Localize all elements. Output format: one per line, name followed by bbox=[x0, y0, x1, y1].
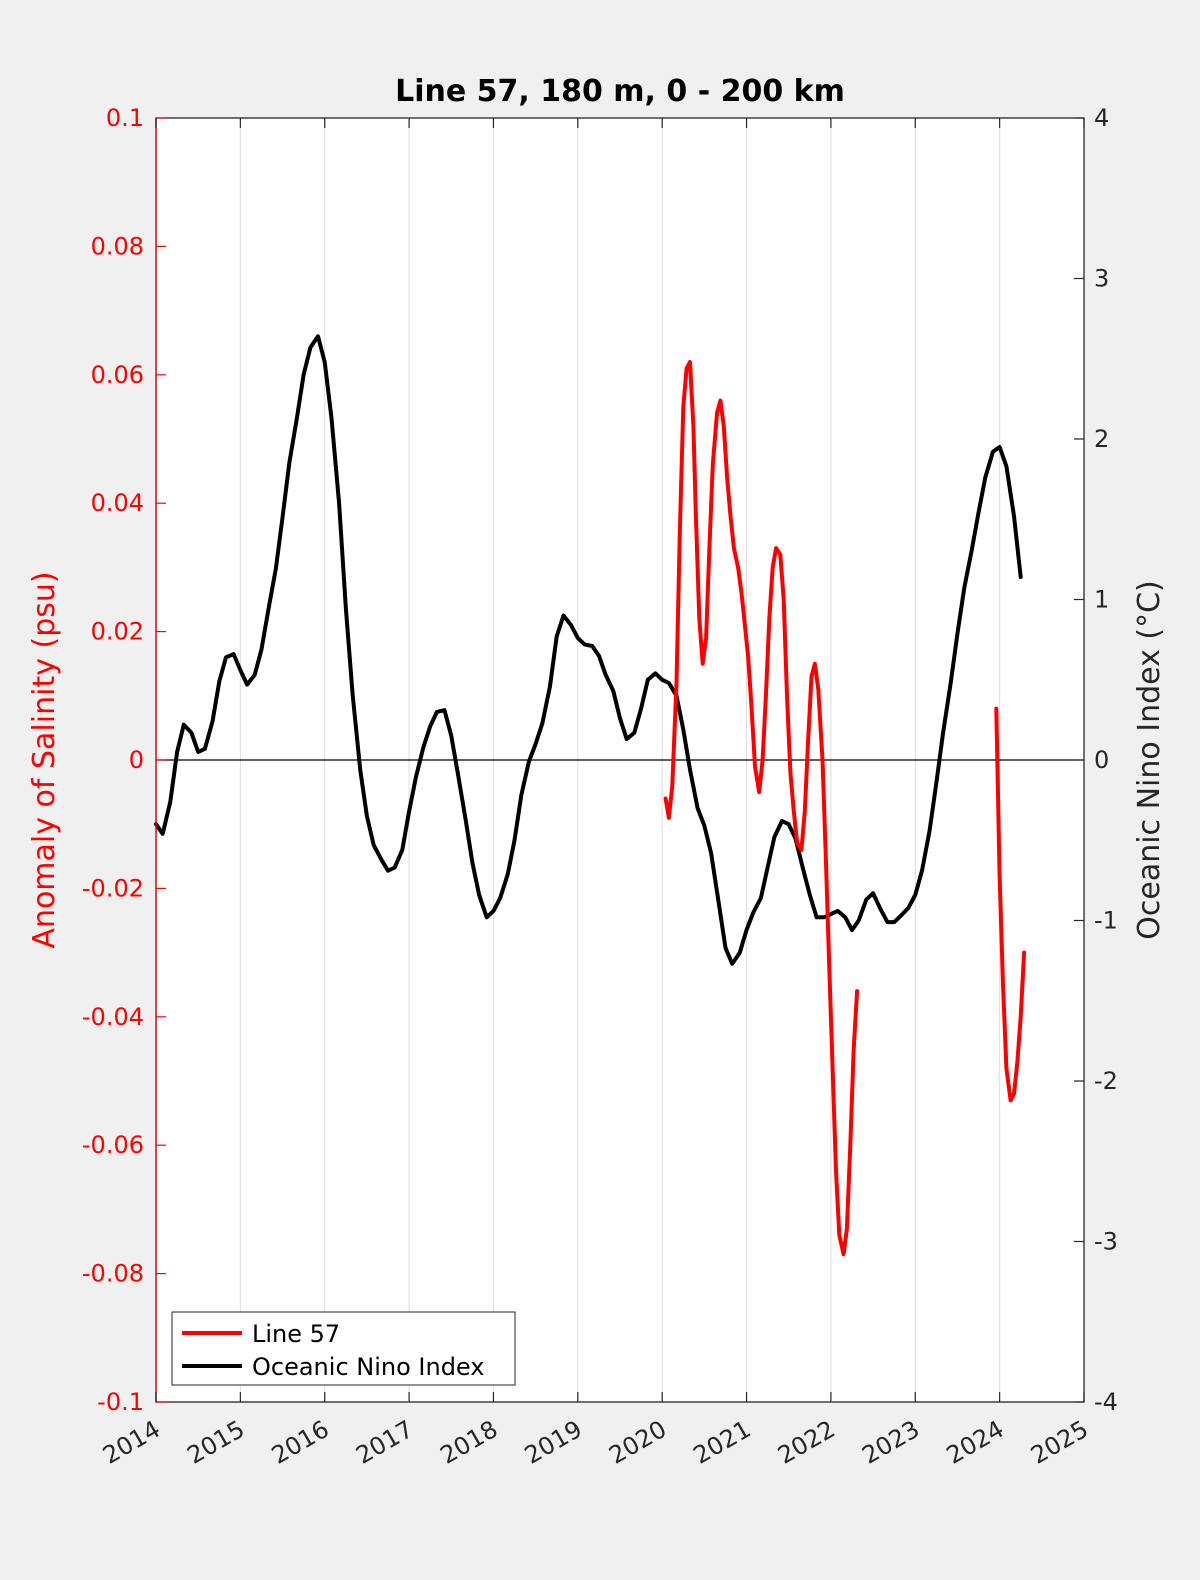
legend-box bbox=[171, 1311, 516, 1386]
series-line-57-segment bbox=[994, 706, 1027, 1103]
left-tick-label: 0.02 bbox=[91, 618, 144, 646]
left-tick-label: -0.04 bbox=[82, 1003, 144, 1031]
series-oceanic-nino-index bbox=[154, 334, 1023, 966]
left-tick-label: -0.1 bbox=[97, 1388, 144, 1416]
right-tick-label: -2 bbox=[1094, 1067, 1118, 1095]
x-tick-label: 2014 bbox=[98, 1415, 165, 1470]
left-tick-label: 0.04 bbox=[91, 489, 144, 517]
left-axis: -0.1 -0.08 -0.06 -0.04 -0.02 0 0.02 0.04 0.06 0.0… bbox=[82, 104, 166, 1416]
right-tick-label: -4 bbox=[1094, 1388, 1118, 1416]
left-tick-label: 0.08 bbox=[91, 232, 144, 260]
right-tick-label: 1 bbox=[1094, 586, 1109, 614]
series-layer bbox=[154, 334, 1027, 1257]
left-tick-label: -0.06 bbox=[82, 1131, 144, 1159]
series-line-57-segment bbox=[663, 360, 860, 1257]
left-tick-label: -0.02 bbox=[82, 874, 144, 902]
x-tick-label: 2019 bbox=[520, 1415, 587, 1470]
right-tick-label: 4 bbox=[1094, 104, 1109, 132]
left-tick-label: 0 bbox=[129, 746, 144, 774]
legend-label-oni: Oceanic Nino Index bbox=[252, 1353, 484, 1381]
right-tick-label: 0 bbox=[1094, 746, 1109, 774]
left-tick-label: 0.1 bbox=[106, 104, 144, 132]
x-tick-label: 2020 bbox=[604, 1415, 671, 1470]
y-axis-label-left: Anomaly of Salinity (psu) bbox=[27, 571, 62, 948]
right-tick-label: 2 bbox=[1094, 425, 1109, 453]
x-tick-label: 2018 bbox=[436, 1415, 503, 1470]
right-tick-label: 3 bbox=[1094, 265, 1109, 293]
x-tick-label: 2024 bbox=[942, 1415, 1009, 1470]
x-tick-label: 2022 bbox=[773, 1415, 840, 1470]
right-tick-label: -3 bbox=[1094, 1228, 1118, 1256]
legend: Line 57 Oceanic Nino Index bbox=[171, 1311, 516, 1386]
x-tick-label: 2015 bbox=[182, 1415, 249, 1470]
right-axis: -4 -3 -2 -1 0 1 2 3 4 bbox=[1074, 104, 1118, 1416]
x-tick-label: 2017 bbox=[351, 1415, 418, 1470]
y-axis-label-right: Oceanic Nino Index (°C) bbox=[1132, 580, 1167, 940]
left-tick-label: -0.08 bbox=[82, 1260, 144, 1288]
right-tick-label: -1 bbox=[1094, 907, 1118, 935]
chart-title: Line 57, 180 m, 0 - 200 km bbox=[395, 74, 845, 109]
x-tick-label: 2025 bbox=[1026, 1415, 1093, 1470]
x-tick-label: 2023 bbox=[857, 1415, 924, 1470]
left-tick-label: 0.06 bbox=[91, 361, 144, 389]
x-tick-label: 2021 bbox=[689, 1415, 756, 1470]
x-tick-label: 2016 bbox=[267, 1415, 334, 1470]
legend-label-line-57: Line 57 bbox=[252, 1320, 340, 1348]
